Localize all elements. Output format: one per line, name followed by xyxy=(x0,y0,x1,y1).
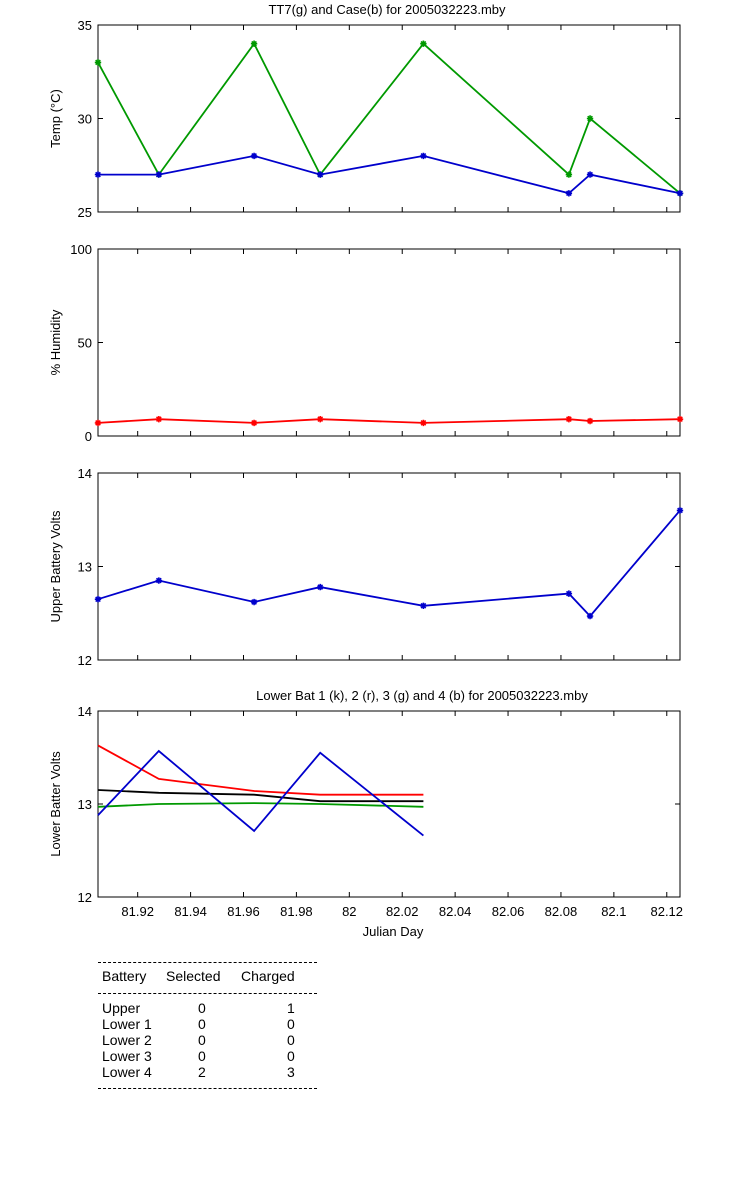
row-battery: Lower 2 xyxy=(102,1032,152,1048)
data-point xyxy=(94,171,102,178)
y-axis-label: % Humidity xyxy=(48,309,63,375)
data-point xyxy=(676,415,684,423)
series-line xyxy=(97,749,424,837)
data-point xyxy=(676,507,684,514)
y-tick-label: 30 xyxy=(78,112,92,127)
row-charged: 3 xyxy=(287,1064,295,1080)
battery-table: Battery Selected Charged Upper 0 1 Lower… xyxy=(98,962,317,1089)
x-tick-label: 82 xyxy=(342,904,356,919)
table-header-rule xyxy=(98,993,317,994)
table-row: Lower 1 0 0 xyxy=(98,1016,317,1032)
table-row: Lower 2 0 0 xyxy=(98,1032,317,1048)
y-tick-label: 13 xyxy=(78,560,92,575)
header-selected: Selected xyxy=(166,968,221,984)
y-tick-label: 14 xyxy=(78,704,92,719)
y-axis-label: Temp (°C) xyxy=(48,89,63,148)
row-charged: 1 xyxy=(287,1000,295,1016)
header-battery: Battery xyxy=(102,968,147,984)
data-point xyxy=(250,152,258,160)
table-bottom-rule xyxy=(98,1088,317,1089)
row-selected: 0 xyxy=(198,1000,206,1016)
table-row: Upper 0 1 xyxy=(98,1000,317,1016)
table-row: Lower 3 0 0 xyxy=(98,1048,317,1064)
row-selected: 0 xyxy=(198,1032,206,1048)
data-point xyxy=(94,596,102,603)
series-line xyxy=(97,802,424,808)
header-charged: Charged xyxy=(241,968,295,984)
series-line xyxy=(97,41,681,194)
y-tick-label: 25 xyxy=(78,205,92,220)
data-point xyxy=(317,583,324,591)
data-point xyxy=(565,190,573,197)
x-tick-label: 81.96 xyxy=(227,904,260,919)
y-tick-label: 50 xyxy=(78,336,92,351)
series-line xyxy=(97,789,424,803)
row-charged: 0 xyxy=(287,1032,295,1048)
row-battery: Lower 3 xyxy=(102,1048,152,1064)
x-tick-label: 81.94 xyxy=(174,904,207,919)
data-point xyxy=(250,40,258,47)
x-tick-label: 82.1 xyxy=(601,904,626,919)
row-battery: Upper xyxy=(102,1000,141,1016)
x-tick-label: 82.06 xyxy=(492,904,525,919)
data-point xyxy=(420,152,427,160)
data-point xyxy=(250,598,258,606)
data-point xyxy=(565,171,573,178)
row-selected: 0 xyxy=(198,1048,206,1064)
y-tick-label: 12 xyxy=(78,890,92,905)
plot-frame xyxy=(97,248,681,437)
table-top-rule xyxy=(98,962,317,963)
row-battery: Lower 1 xyxy=(102,1016,152,1032)
table-row: Lower 4 2 3 xyxy=(98,1064,317,1080)
table-body: Upper 0 1 Lower 1 0 0 Lower 2 0 0 Lower … xyxy=(98,994,317,1088)
y-tick-label: 0 xyxy=(85,429,92,444)
chart-title: TT7(g) and Case(b) for 2005032223.mby xyxy=(268,2,506,17)
y-tick-label: 12 xyxy=(78,653,92,668)
table-header-row: Battery Selected Charged xyxy=(98,963,317,993)
series-line xyxy=(98,154,681,195)
series-line xyxy=(97,744,424,796)
y-tick-label: 35 xyxy=(78,18,92,33)
x-tick-label: 82.12 xyxy=(650,904,683,919)
x-tick-label: 81.92 xyxy=(121,904,154,919)
data-point xyxy=(94,419,102,427)
data-point xyxy=(250,419,258,427)
row-battery: Lower 4 xyxy=(102,1064,152,1080)
data-point xyxy=(565,590,573,597)
row-selected: 0 xyxy=(198,1016,206,1032)
data-point xyxy=(155,415,163,423)
data-point xyxy=(586,115,594,122)
data-point xyxy=(317,415,324,423)
figure: 25 30 35 TT7(g) and Case(b) for 2005032223.… xyxy=(48,2,684,939)
chart-title: Lower Bat 1 (k), 2 (r), 3 (g) and 4 (b) … xyxy=(256,688,588,703)
data-point xyxy=(420,602,427,609)
data-point xyxy=(155,171,163,178)
x-tick-label: 81.98 xyxy=(280,904,313,919)
y-axis-label: Lower Batter Volts xyxy=(48,751,63,857)
data-point xyxy=(420,419,427,427)
x-tick-label: 82.04 xyxy=(439,904,472,919)
data-point xyxy=(565,415,573,423)
series-line xyxy=(97,509,681,618)
data-point xyxy=(676,190,684,197)
row-selected: 2 xyxy=(198,1064,206,1080)
x-axis-label: Julian Day xyxy=(363,924,424,939)
x-tick-label: 82.08 xyxy=(545,904,578,919)
row-charged: 0 xyxy=(287,1016,295,1032)
series-line xyxy=(97,418,681,424)
y-tick-label: 100 xyxy=(70,242,92,257)
data-point xyxy=(94,59,102,66)
row-charged: 0 xyxy=(287,1048,295,1064)
x-tick-label: 82.02 xyxy=(386,904,419,919)
y-tick-label: 14 xyxy=(78,466,92,481)
data-point xyxy=(586,417,594,425)
data-point xyxy=(586,612,594,620)
y-tick-label: 13 xyxy=(78,797,92,812)
data-point xyxy=(155,577,163,584)
data-point xyxy=(420,40,427,47)
data-point xyxy=(317,171,324,178)
data-point xyxy=(586,171,594,178)
y-axis-label: Upper Battery Volts xyxy=(48,510,63,622)
plot-frame xyxy=(97,472,681,661)
